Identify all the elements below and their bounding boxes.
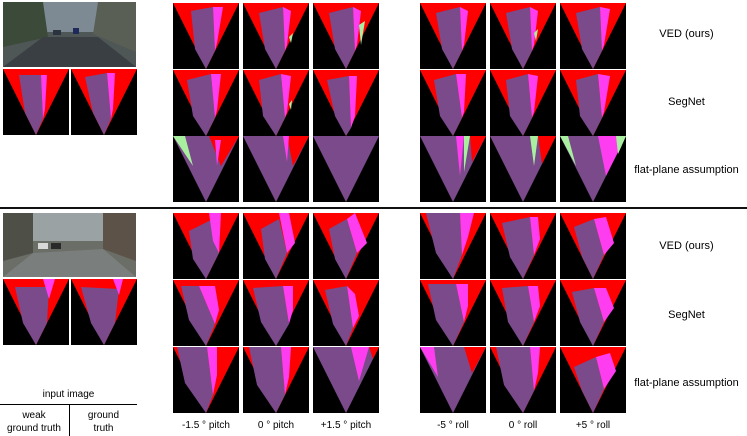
tile-bottom-ved-pitch-minus [173, 213, 239, 279]
input-image-top [3, 2, 136, 67]
tile-bottom-ved-roll-zero [490, 213, 556, 279]
tile-bottom-flat-roll-minus [420, 347, 486, 413]
legend-gt-line2: truth [93, 423, 114, 434]
tile-top-ved-pitch-plus [313, 3, 379, 69]
tile-bottom-flat-roll-zero [490, 347, 556, 413]
ground-truth-bottom [71, 279, 137, 345]
tile-bottom-ved-roll-plus [560, 213, 626, 279]
legend-gt-line1: ground [87, 410, 120, 421]
tile-top-ved-roll-minus [420, 3, 486, 69]
column-label-pitch-plus: +1.5 ° pitch [320, 420, 372, 431]
tile-top-flat-pitch-zero [243, 136, 309, 202]
legend-hline [0, 404, 137, 405]
tile-bottom-segnet-pitch-minus [173, 280, 239, 346]
tile-top-segnet-roll-zero [490, 70, 556, 136]
legend-weak-line2: ground truth [7, 423, 61, 434]
row-label-bottom-ved: VED (ours) [659, 240, 714, 252]
tile-bottom-flat-roll-plus [560, 347, 626, 413]
tile-top-flat-roll-plus [560, 136, 626, 202]
tile-top-ved-pitch-zero [243, 3, 309, 69]
tile-bottom-flat-pitch-zero [243, 347, 309, 413]
tile-bottom-segnet-roll-minus [420, 280, 486, 346]
column-label-roll-zero: 0 ° roll [508, 420, 538, 431]
tile-top-segnet-pitch-plus [313, 70, 379, 136]
column-label-roll-minus: -5 ° roll [437, 420, 469, 431]
tile-top-segnet-pitch-minus [173, 70, 239, 136]
tile-top-flat-roll-minus [420, 136, 486, 202]
row-label-top-ved: VED (ours) [659, 28, 714, 40]
legend-input-image: input image [42, 389, 95, 400]
column-label-roll-plus: +5 ° roll [575, 420, 611, 431]
tile-top-ved-roll-plus [560, 3, 626, 69]
ground-truth-top [71, 69, 137, 135]
tile-bottom-ved-pitch-plus [313, 213, 379, 279]
row-label-top-segnet: SegNet [668, 96, 705, 108]
weak-ground-truth-bottom [3, 279, 69, 345]
row-label-bottom-flat: flat-plane assumption [634, 377, 739, 389]
tile-top-ved-roll-zero [490, 3, 556, 69]
tile-top-flat-pitch-minus [173, 136, 239, 202]
section-divider [0, 207, 747, 209]
column-label-pitch-zero: 0 ° pitch [257, 420, 295, 431]
row-label-top-flat: flat-plane assumption [634, 164, 739, 176]
tile-bottom-segnet-roll-zero [490, 280, 556, 346]
tile-bottom-flat-pitch-minus [173, 347, 239, 413]
tile-bottom-flat-pitch-plus [313, 347, 379, 413]
weak-ground-truth-top [3, 69, 69, 135]
tile-bottom-segnet-roll-plus [560, 280, 626, 346]
tile-bottom-ved-pitch-zero [243, 213, 309, 279]
tile-bottom-segnet-pitch-plus [313, 280, 379, 346]
column-label-pitch-minus: -1.5 ° pitch [182, 420, 230, 431]
tile-top-segnet-pitch-zero [243, 70, 309, 136]
tile-bottom-ved-roll-minus [420, 213, 486, 279]
input-image-bottom [3, 213, 136, 277]
legend-weak-line1: weak [22, 410, 46, 421]
tile-top-segnet-roll-plus [560, 70, 626, 136]
row-label-bottom-segnet: SegNet [668, 309, 705, 321]
tile-top-ved-pitch-minus [173, 3, 239, 69]
tile-top-flat-pitch-plus [313, 136, 379, 202]
tile-top-segnet-roll-minus [420, 70, 486, 136]
tile-bottom-segnet-pitch-zero [243, 280, 309, 346]
tile-top-flat-roll-zero [490, 136, 556, 202]
legend-vline [69, 405, 70, 436]
